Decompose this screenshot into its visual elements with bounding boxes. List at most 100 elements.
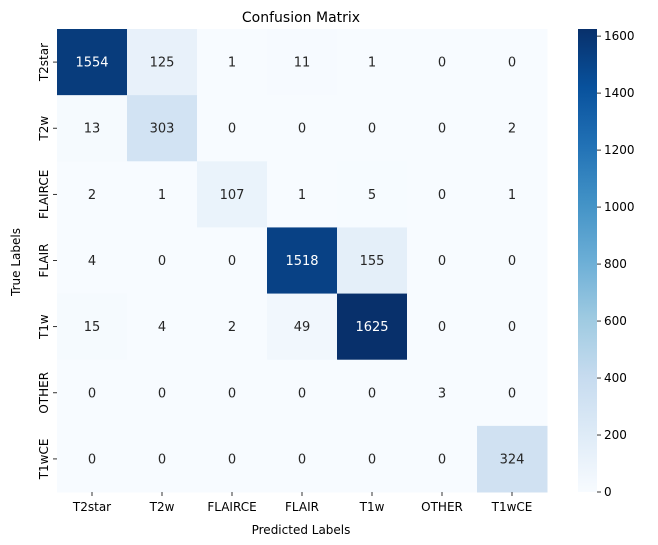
heatmap-cell xyxy=(267,161,338,228)
cell-value-label: 107 xyxy=(220,188,245,203)
cell-value-label: 1 xyxy=(228,56,236,71)
heatmap-cell xyxy=(197,359,268,427)
heatmap-cell xyxy=(407,359,478,427)
y-tick-label: T1w xyxy=(37,314,51,340)
x-tick-label: FLAIRCE xyxy=(207,500,256,514)
chart-title: Confusion Matrix xyxy=(242,10,360,26)
heatmap-cell xyxy=(57,359,128,427)
heatmap-cell xyxy=(337,227,408,295)
heatmap-cell xyxy=(127,227,198,295)
y-axis-label: True Labels xyxy=(9,228,23,297)
x-axis-ticks: T2star T2w FLAIRCE FLAIR T1w OTHER T1wCE xyxy=(72,492,532,514)
cell-value-label: 0 xyxy=(438,56,446,71)
heatmap-cell xyxy=(477,29,548,96)
cell-value-label: 0 xyxy=(158,386,166,401)
cell-value-label: 2 xyxy=(88,188,96,203)
heatmap-cell xyxy=(407,227,478,295)
cell-value-label: 0 xyxy=(438,188,446,203)
colorbar-tick-label: 800 xyxy=(604,257,627,271)
heatmap-cell xyxy=(477,293,548,361)
colorbar-tick-label: 1000 xyxy=(604,200,635,214)
heatmap-cell xyxy=(127,161,198,228)
heatmap-cell xyxy=(197,29,268,96)
y-tick-label: FLAIR xyxy=(37,244,51,278)
heatmap-cell xyxy=(477,425,548,493)
x-tick-label: T1w xyxy=(359,500,385,514)
cell-value-label: 0 xyxy=(508,386,516,401)
heatmap-cell xyxy=(407,29,478,96)
x-tick-label: T2w xyxy=(149,500,175,514)
heatmap-cell xyxy=(57,95,128,162)
cell-value-label: 1 xyxy=(508,188,516,203)
heatmap-cell xyxy=(267,95,338,162)
cell-value-label: 0 xyxy=(88,452,96,467)
x-tick-label: T1wCE xyxy=(491,500,533,514)
cell-value-label: 1625 xyxy=(355,320,388,335)
cell-value-label: 0 xyxy=(368,452,376,467)
cell-value-label: 1 xyxy=(158,188,166,203)
heatmap-cell xyxy=(197,95,268,162)
cell-value-label: 0 xyxy=(298,386,306,401)
cell-value-label: 0 xyxy=(298,122,306,137)
heatmap-cell xyxy=(407,95,478,162)
cell-value-label: 49 xyxy=(294,320,311,335)
colorbar-tick-label: 400 xyxy=(604,371,627,385)
heatmap-cell xyxy=(197,293,268,361)
x-axis-label: Predicted Labels xyxy=(252,523,351,537)
y-axis-ticks: T2star T2w FLAIRCE FLAIR T1w OTHER T1wCE xyxy=(37,43,57,480)
cell-value-label: 303 xyxy=(150,122,175,137)
heatmap-cell xyxy=(127,293,198,361)
cell-value-label: 0 xyxy=(228,386,236,401)
heatmap-cell xyxy=(477,227,548,295)
cell-value-label: 0 xyxy=(368,386,376,401)
cell-value-label: 0 xyxy=(438,122,446,137)
heatmap-cell xyxy=(407,293,478,361)
cell-value-label: 0 xyxy=(158,254,166,269)
colorbar-tick-label: 200 xyxy=(604,428,627,442)
cell-value-label: 0 xyxy=(438,254,446,269)
cell-value-label: 0 xyxy=(298,452,306,467)
heatmap-cell xyxy=(477,359,548,427)
cell-value-label: 4 xyxy=(158,320,166,335)
heatmap-cell xyxy=(197,161,268,228)
heatmap-cell xyxy=(267,227,338,295)
cell-value-label: 125 xyxy=(150,56,175,71)
heatmap-cell xyxy=(57,161,128,228)
y-tick-label: OTHER xyxy=(37,372,51,414)
y-tick-label: FLAIRCE xyxy=(37,170,51,219)
cell-value-label: 0 xyxy=(508,320,516,335)
cell-value-label: 155 xyxy=(360,254,385,269)
cell-value-label: 4 xyxy=(88,254,96,269)
cell-value-label: 324 xyxy=(500,452,525,467)
y-tick-label: T2star xyxy=(37,43,51,82)
cell-value-label: 0 xyxy=(438,452,446,467)
cell-value-label: 0 xyxy=(438,320,446,335)
heatmap-cell xyxy=(57,425,128,493)
heatmap-cell xyxy=(267,425,338,493)
heatmap-cell xyxy=(197,227,268,295)
heatmap-cell xyxy=(407,425,478,493)
heatmap-cell xyxy=(57,293,128,361)
heatmap-cell xyxy=(127,359,198,427)
heatmap-cell xyxy=(477,161,548,228)
cell-value-label: 0 xyxy=(88,386,96,401)
cell-value-label: 0 xyxy=(228,254,236,269)
colorbar-ticks: 0 200 400 600 800 1000 1200 1400 1600 xyxy=(597,29,635,499)
cell-value-label: 11 xyxy=(294,56,311,71)
heatmap-cell xyxy=(127,95,198,162)
colorbar-tick-label: 1200 xyxy=(604,143,635,157)
cell-value-label: 0 xyxy=(228,122,236,137)
heatmap-cell xyxy=(57,227,128,295)
y-tick-label: T2w xyxy=(37,116,51,142)
heatmap-cell xyxy=(477,95,548,162)
heatmap-cell xyxy=(337,425,408,493)
cell-value-label: 1554 xyxy=(75,56,108,71)
colorbar-tick-label: 1400 xyxy=(604,86,635,100)
heatmap-cell xyxy=(267,359,338,427)
heatmap-cell xyxy=(337,359,408,427)
heatmap-cell xyxy=(127,425,198,493)
heatmap-cell xyxy=(127,29,198,96)
cell-value-label: 3 xyxy=(438,386,446,401)
cell-value-label: 1518 xyxy=(285,254,318,269)
